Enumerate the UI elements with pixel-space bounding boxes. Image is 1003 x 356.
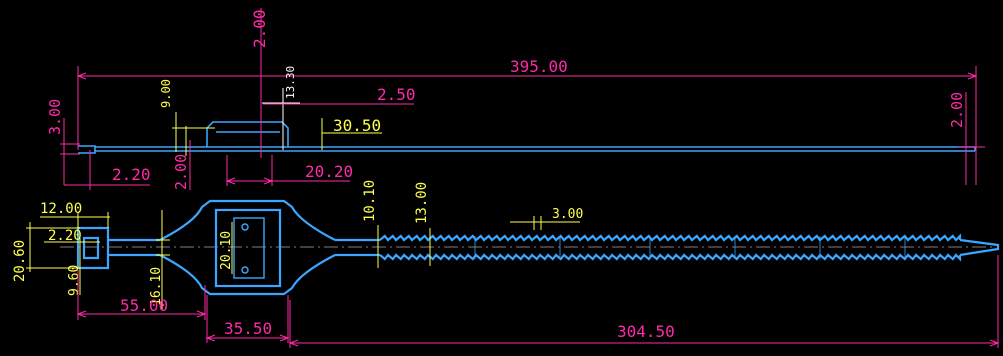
- plan-view-body-frame: [214, 208, 282, 288]
- dim-right-thickness: [958, 92, 985, 185]
- dim-neck-length: [76, 270, 207, 320]
- dim-teeth-height-label: 13.00: [414, 182, 430, 224]
- plan-view-head-slot: [82, 236, 100, 260]
- plan-view-strap-dividers: [474, 236, 906, 259]
- dim-boss-height: [262, 88, 300, 150]
- dim-mid-thickness-label: 2.00: [172, 154, 190, 190]
- dim-tooth-pitch-label: 3.00: [552, 207, 583, 222]
- plan-view-hole-bottom: [241, 266, 249, 274]
- dim-overall-length: [76, 66, 978, 185]
- dim-tab-height: [172, 112, 215, 156]
- dim-slot-height-label: 9.60: [67, 265, 82, 296]
- dim-boss-offset-label: 30.50: [333, 116, 381, 135]
- dim-window-height-label: 20.10: [219, 231, 234, 270]
- dim-slot-width-label: 2.20: [48, 228, 82, 244]
- plan-view-window: [233, 217, 265, 279]
- dim-head-height-label: 20.60: [12, 240, 28, 282]
- plan-view-strap-teeth-top: [379, 233, 962, 242]
- dim-boss-width: [225, 155, 350, 186]
- dim-boss-offset: [321, 118, 382, 150]
- plan-view-body-bottom: [159, 254, 336, 296]
- plan-view-strap-teeth-bottom: [379, 253, 962, 262]
- dim-boss-height-label: 13.30: [284, 66, 297, 99]
- dim-strap-length: [288, 255, 1000, 348]
- dim-body-width-label: 35.50: [224, 319, 272, 338]
- dim-tab-height-label: 9.00: [159, 79, 173, 108]
- side-view-boss: [206, 121, 289, 147]
- dim-left-offset-label: 2.20: [112, 165, 151, 184]
- dim-body-width: [205, 295, 290, 343]
- dim-head-height: [26, 222, 80, 272]
- dim-head-width: [40, 212, 110, 228]
- dim-overall-length-label: 395.00: [510, 57, 568, 76]
- dim-neck-width-label: 16.10: [149, 267, 164, 306]
- plan-view-strap-tip: [959, 238, 1000, 257]
- plan-view-outline: [76, 199, 1000, 296]
- dim-neck-width: [156, 210, 170, 310]
- dim-strap-length-label: 304.50: [617, 322, 675, 341]
- dim-neck-length-label: 55.00: [120, 296, 168, 315]
- side-view-left-stub: [78, 145, 96, 154]
- plan-view-body-top: [159, 199, 336, 241]
- dim-tooth-pitch: [510, 216, 580, 230]
- side-view: [78, 121, 976, 154]
- dim-left-thickness: [60, 118, 80, 185]
- dim-head-width-label: 12.00: [40, 201, 82, 217]
- dim-top-gap-label: 2.00: [250, 9, 269, 48]
- plan-view-hole-top: [241, 223, 249, 231]
- dim-left-thickness-label: 3.00: [46, 99, 64, 135]
- dim-right-thickness-label: 2.00: [948, 92, 966, 128]
- dim-boss-width-small-label: 2.50: [377, 85, 416, 104]
- dim-strap-height-label: 10.10: [362, 180, 378, 222]
- dim-boss-width-label: 20.20: [305, 162, 353, 181]
- dim-left-offset: [64, 150, 150, 190]
- plan-view-head: [76, 226, 110, 270]
